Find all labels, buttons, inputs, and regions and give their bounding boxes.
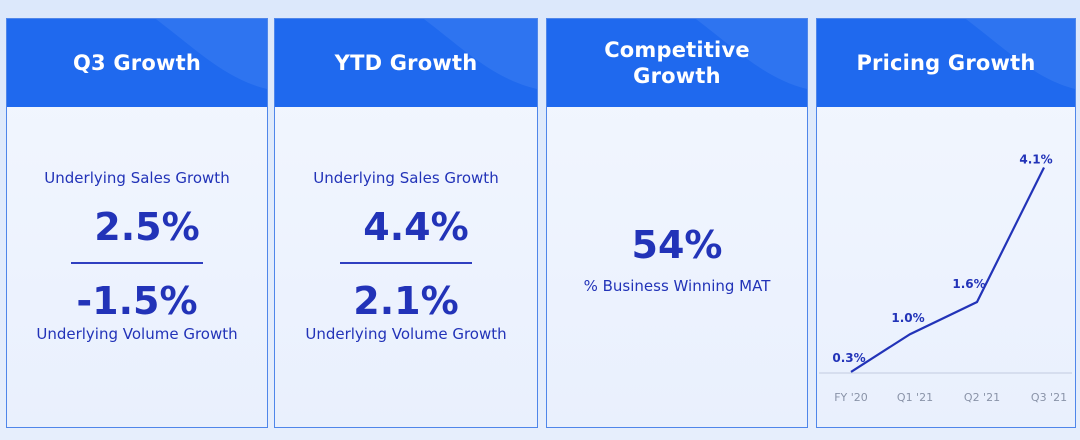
volume-growth-value: -1.5% (76, 279, 198, 323)
card-header: Pricing Growth (817, 19, 1075, 107)
sales-growth-value: 2.5% (94, 205, 200, 249)
pricing-line-chart: 0.3% 1.0% 1.6% 4.1% FY '20 Q1 '21 Q2 '21 Q3 '21 (819, 153, 1072, 404)
volume-growth-value: 2.1% (353, 279, 459, 323)
card-header: Q3 Growth (7, 19, 267, 107)
x-tick-label: Q1 '21 (897, 391, 933, 404)
ytd-growth-card: YTD Growth Underlying Sales Growth 4.4% … (274, 18, 538, 428)
sales-growth-value: 4.4% (363, 205, 469, 249)
data-label: 0.3% (832, 351, 865, 365)
x-tick-label: Q3 '21 (1031, 391, 1067, 404)
card-title: Q3 Growth (73, 51, 201, 75)
business-winning-label: % Business Winning MAT (583, 277, 771, 295)
business-winning-value: 54% (631, 223, 723, 267)
divider (340, 262, 472, 264)
header-swoosh (965, 19, 1075, 89)
data-label: 1.0% (891, 311, 924, 325)
sales-growth-label: Underlying Sales Growth (313, 169, 499, 187)
divider (71, 262, 203, 264)
header-swoosh (423, 19, 537, 89)
sales-growth-label: Underlying Sales Growth (44, 169, 230, 187)
volume-growth-label: Underlying Volume Growth (305, 325, 507, 343)
card-title: YTD Growth (334, 51, 478, 75)
header-swoosh (695, 19, 807, 89)
x-tick-label: FY '20 (834, 391, 868, 404)
x-tick-label: Q2 '21 (964, 391, 1000, 404)
q3-growth-card: Q3 Growth Underlying Sales Growth 2.5% -… (6, 18, 268, 428)
card-title: Pricing Growth (856, 51, 1036, 75)
data-label: 4.1% (1019, 153, 1052, 167)
pricing-growth-card: Pricing Growth 0.3% 1.0% 1.6% 4.1% FY '20 Q1 … (816, 18, 1076, 428)
card-header: YTD Growth (275, 19, 537, 107)
card-header: Competitive Growth (547, 19, 807, 107)
card-title: Competitive Growth (604, 38, 750, 88)
competitive-growth-card: Competitive Growth 54% % Business Winnin… (546, 18, 808, 428)
data-label: 1.6% (952, 277, 985, 291)
volume-growth-label: Underlying Volume Growth (36, 325, 238, 343)
pricing-growth-line (850, 167, 1045, 373)
header-swoosh (155, 19, 267, 89)
